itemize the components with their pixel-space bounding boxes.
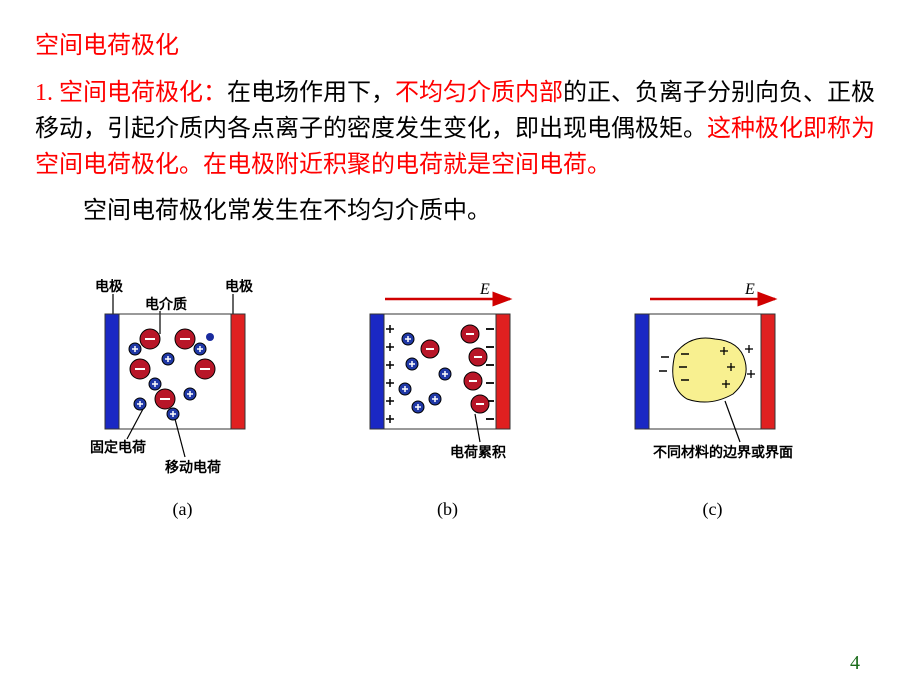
neg-ion [155, 389, 175, 409]
caption-a: (a) [173, 499, 193, 520]
panel-b: E [330, 279, 565, 520]
left-plate [370, 314, 384, 429]
left-plate [635, 314, 649, 429]
p1-seg2: 不均匀介质内部 [395, 80, 563, 106]
panel-a-svg: 电极 电极 电介质 [65, 279, 300, 479]
right-plate [496, 314, 510, 429]
pos-ion [162, 353, 174, 365]
neg-ion [421, 340, 439, 358]
pos-ion [149, 378, 161, 390]
label-dielectric: 电介质 [145, 296, 187, 312]
region-minus-out [659, 357, 669, 371]
panel-b-svg: E [330, 279, 565, 479]
neg-ion [461, 325, 479, 343]
page-number: 4 [850, 652, 860, 675]
caption-c: (c) [703, 499, 723, 520]
field-label: E [744, 281, 755, 298]
right-plate [231, 314, 245, 429]
neg-ion [469, 348, 487, 366]
pos-ion [402, 333, 414, 345]
panel-c: E [595, 279, 830, 520]
diagram-row: 电极 电极 电介质 [65, 279, 885, 520]
label-electrode-right: 电极 [225, 279, 254, 294]
label-fixed-charge: 固定电荷 [90, 439, 146, 455]
pos-ion [429, 393, 441, 405]
p1-lead: 1. 空间电荷极化： [35, 80, 227, 106]
label-interface: 不同材料的边界或界面 [653, 444, 793, 460]
pos-ion [184, 388, 196, 400]
p1-seg1: 在电场作用下， [227, 80, 395, 106]
pos-ion [406, 358, 418, 370]
paragraph-2: 空间电荷极化常发生在不均匀介质中。 [35, 193, 885, 229]
neg-ion [130, 359, 150, 379]
neg-ion [464, 372, 482, 390]
pos-ion [167, 408, 179, 420]
neg-ion [195, 359, 215, 379]
pos-ion [129, 343, 141, 355]
panel-c-svg: E [595, 279, 830, 479]
neg-ion [175, 329, 195, 349]
region-plus-out [745, 345, 755, 378]
label-electrode-left: 电极 [95, 279, 124, 294]
pos-ion [399, 383, 411, 395]
neg-ion [140, 329, 160, 349]
label-mobile-charge: 移动电荷 [165, 459, 221, 475]
callout-line [475, 414, 480, 442]
callout-line [127, 409, 143, 439]
pos-ion [194, 343, 206, 355]
right-plate [761, 314, 775, 429]
field-label: E [479, 281, 490, 298]
pos-ion [439, 368, 451, 380]
neg-ion [471, 395, 489, 413]
small-fixed-dot [206, 333, 214, 341]
interface-region [673, 338, 746, 402]
left-plus-col [386, 325, 394, 423]
pos-ion [134, 398, 146, 410]
left-plate [105, 314, 119, 429]
section-heading: 空间电荷极化 [35, 25, 885, 60]
callout-line [175, 419, 185, 457]
pos-ion [412, 401, 424, 413]
label-accum: 电荷累积 [450, 444, 506, 460]
callout-line [725, 401, 740, 442]
paragraph-1: 1. 空间电荷极化：在电场作用下，不均匀介质内部的正、负离子分别向负、正极移动，… [35, 75, 885, 183]
caption-b: (b) [437, 499, 458, 520]
panel-a: 电极 电极 电介质 [65, 279, 300, 520]
